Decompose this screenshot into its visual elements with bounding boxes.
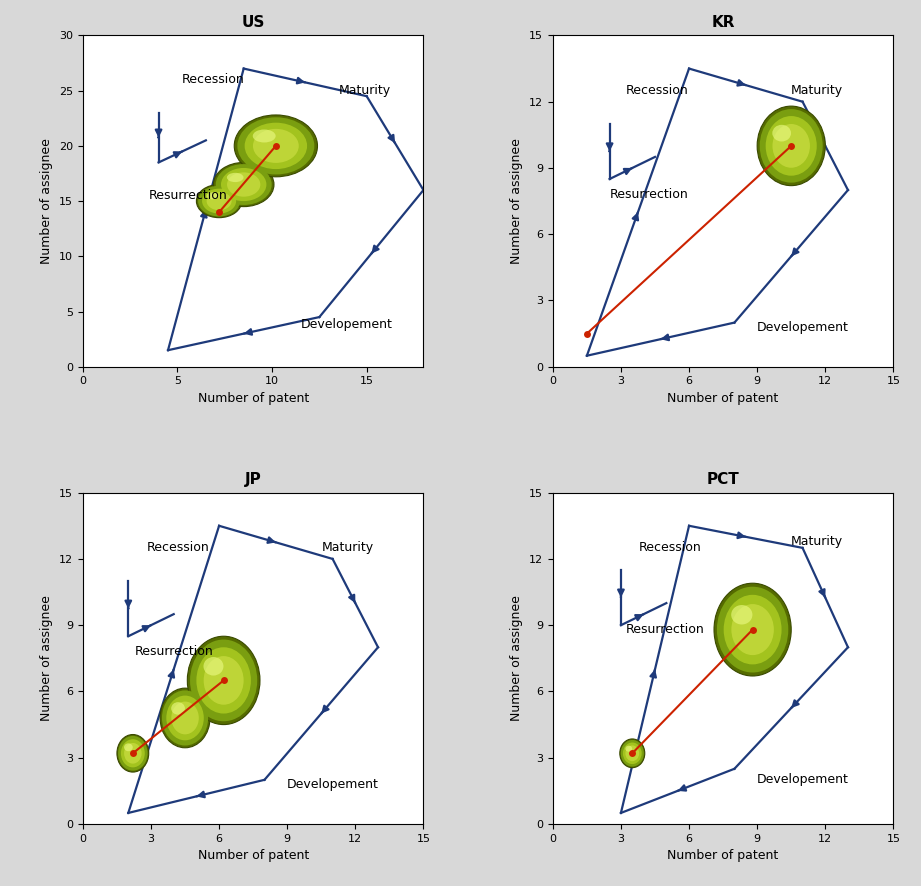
Ellipse shape xyxy=(190,640,257,721)
Text: Recession: Recession xyxy=(639,541,702,555)
Ellipse shape xyxy=(757,106,825,186)
Ellipse shape xyxy=(196,184,242,218)
Ellipse shape xyxy=(187,636,260,725)
Text: Developement: Developement xyxy=(287,778,379,790)
Ellipse shape xyxy=(221,168,266,201)
Text: Resurrection: Resurrection xyxy=(135,645,214,658)
Ellipse shape xyxy=(214,162,274,206)
Y-axis label: Number of assignee: Number of assignee xyxy=(510,138,523,264)
Ellipse shape xyxy=(714,583,791,676)
Ellipse shape xyxy=(117,734,148,772)
Text: Developement: Developement xyxy=(757,321,849,333)
Ellipse shape xyxy=(238,117,314,175)
Ellipse shape xyxy=(773,124,810,167)
Ellipse shape xyxy=(196,648,251,713)
Ellipse shape xyxy=(124,743,133,751)
Text: Maturity: Maturity xyxy=(791,535,844,548)
Title: KR: KR xyxy=(711,15,735,30)
Ellipse shape xyxy=(623,742,642,764)
Ellipse shape xyxy=(625,746,632,751)
Text: Resurrection: Resurrection xyxy=(610,188,688,201)
Ellipse shape xyxy=(717,587,788,672)
Title: PCT: PCT xyxy=(706,472,740,487)
Ellipse shape xyxy=(202,189,236,214)
Text: Recession: Recession xyxy=(146,541,209,555)
Y-axis label: Number of assignee: Number of assignee xyxy=(41,138,53,264)
Text: Maturity: Maturity xyxy=(791,84,844,97)
Ellipse shape xyxy=(198,186,240,216)
Ellipse shape xyxy=(206,192,219,199)
Ellipse shape xyxy=(167,696,204,741)
Ellipse shape xyxy=(765,116,817,175)
Ellipse shape xyxy=(621,740,644,766)
Ellipse shape xyxy=(724,595,782,664)
X-axis label: Number of patent: Number of patent xyxy=(197,392,309,405)
X-axis label: Number of patent: Number of patent xyxy=(197,850,309,862)
Ellipse shape xyxy=(252,129,275,143)
Ellipse shape xyxy=(253,128,298,163)
Ellipse shape xyxy=(625,745,639,761)
Ellipse shape xyxy=(118,736,147,771)
Y-axis label: Number of assignee: Number of assignee xyxy=(510,595,523,721)
Text: Resurrection: Resurrection xyxy=(149,189,227,202)
Text: Recession: Recession xyxy=(181,74,244,86)
X-axis label: Number of patent: Number of patent xyxy=(668,850,779,862)
Ellipse shape xyxy=(204,657,224,675)
Text: Resurrection: Resurrection xyxy=(625,623,705,636)
Ellipse shape xyxy=(121,739,145,767)
Ellipse shape xyxy=(160,688,210,748)
Ellipse shape xyxy=(731,604,774,655)
Title: JP: JP xyxy=(245,472,262,487)
Ellipse shape xyxy=(245,122,307,169)
Ellipse shape xyxy=(227,173,243,183)
Ellipse shape xyxy=(731,605,752,625)
Y-axis label: Number of assignee: Number of assignee xyxy=(41,595,53,721)
Ellipse shape xyxy=(204,657,244,704)
Ellipse shape xyxy=(773,125,791,142)
Text: Developement: Developement xyxy=(300,318,392,331)
Ellipse shape xyxy=(620,739,645,767)
Ellipse shape xyxy=(124,743,142,764)
Ellipse shape xyxy=(234,115,318,177)
Ellipse shape xyxy=(206,192,231,210)
Ellipse shape xyxy=(162,690,208,745)
Ellipse shape xyxy=(760,109,822,183)
X-axis label: Number of patent: Number of patent xyxy=(668,392,779,405)
Ellipse shape xyxy=(171,702,199,734)
Text: Maturity: Maturity xyxy=(338,84,391,97)
Ellipse shape xyxy=(216,164,272,205)
Text: Maturity: Maturity xyxy=(321,541,373,555)
Ellipse shape xyxy=(227,173,261,197)
Text: Recession: Recession xyxy=(625,84,688,97)
Text: Developement: Developement xyxy=(757,773,849,786)
Title: US: US xyxy=(241,15,265,30)
Ellipse shape xyxy=(171,702,185,715)
